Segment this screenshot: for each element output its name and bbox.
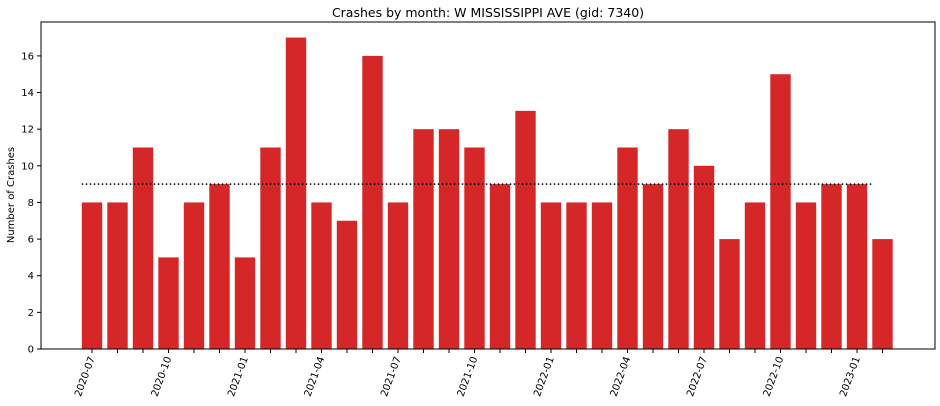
- x-tick-label: 2023-01: [838, 355, 863, 398]
- bars-group: [81, 37, 893, 350]
- bar-2022-03: [591, 202, 613, 349]
- bar-2023-02: [872, 239, 893, 349]
- chart-title: Crashes by month: W MISSISSIPPI AVE (gid…: [332, 5, 644, 20]
- bar-2021-11: [489, 184, 511, 349]
- bar-2020-08: [107, 202, 128, 349]
- x-tick-label: 2021-07: [379, 355, 404, 398]
- bar-2021-03: [285, 37, 307, 349]
- x-tick-label: 2022-04: [609, 355, 634, 398]
- x-tick-label: 2020-07: [73, 355, 98, 398]
- bar-2021-05: [336, 220, 358, 349]
- y-tick-label: 16: [21, 51, 34, 62]
- bar-2022-06: [668, 129, 689, 349]
- y-tick-label: 12: [21, 125, 34, 136]
- bar-2022-02: [566, 202, 587, 349]
- x-tick-label: 2020-10: [150, 355, 175, 398]
- y-tick-label: 8: [28, 198, 34, 209]
- bar-2022-08: [719, 239, 740, 349]
- bar-2021-06: [362, 55, 383, 349]
- bar-2020-11: [183, 202, 205, 349]
- y-tick-label: 0: [28, 345, 34, 356]
- bar-2020-09: [132, 147, 154, 349]
- bar-2022-05: [642, 184, 664, 349]
- y-axis-label: Number of Crashes: [6, 147, 17, 243]
- x-tick-label: 2021-01: [226, 355, 251, 398]
- bar-2022-09: [744, 202, 766, 349]
- bar-2020-12: [209, 184, 230, 349]
- y-tick-label: 6: [28, 235, 34, 246]
- x-axis: 2020-07 2020-10 2021-01 2021-04 2021-07 2021-…: [73, 349, 883, 398]
- bar-2020-10: [158, 257, 179, 349]
- bar-2021-09: [438, 129, 460, 349]
- x-tick-label: 2022-01: [532, 355, 557, 398]
- bar-2023-01: [846, 184, 868, 349]
- x-tick-label: 2021-10: [456, 355, 481, 398]
- bar-2020-07: [81, 202, 103, 349]
- y-axis: 0 2 4 6 8 10 12 14 16: [21, 51, 41, 356]
- x-tick-label: 2022-07: [685, 355, 710, 398]
- x-tick-label: 2022-10: [762, 355, 787, 398]
- bar-2021-07: [387, 202, 409, 349]
- bar-2022-12: [821, 184, 842, 349]
- bar-2021-01: [234, 257, 256, 349]
- plot-frame: [40, 21, 936, 350]
- y-tick-label: 4: [28, 271, 34, 282]
- bar-2022-11: [795, 202, 817, 349]
- bar-2021-04: [311, 202, 332, 349]
- bar-2021-02: [260, 147, 281, 349]
- bar-2022-07: [693, 165, 715, 349]
- y-tick-label: 2: [28, 308, 34, 319]
- bar-2022-04: [617, 147, 638, 349]
- bar-2021-08: [413, 129, 434, 349]
- y-tick-label: 14: [21, 88, 34, 99]
- x-tick-label: 2021-04: [303, 355, 328, 398]
- bar-2022-10: [770, 74, 791, 350]
- bar-2022-01: [540, 202, 562, 349]
- bar-2021-10: [464, 147, 485, 349]
- bar-2021-12: [515, 110, 536, 349]
- y-tick-label: 10: [21, 161, 34, 172]
